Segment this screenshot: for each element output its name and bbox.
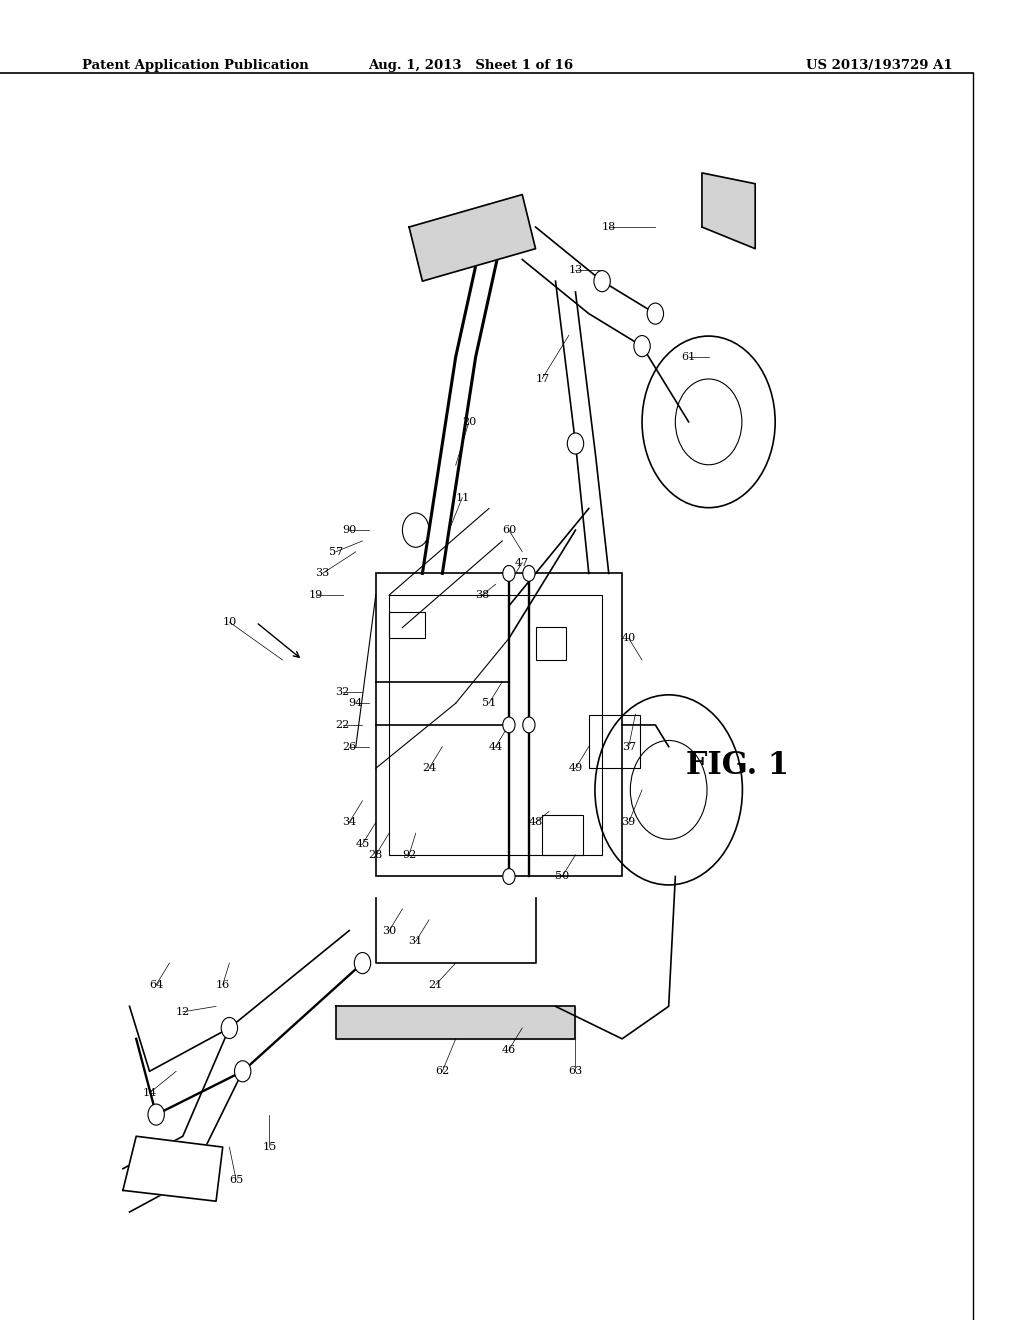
Text: 31: 31	[409, 936, 423, 946]
Text: 49: 49	[568, 763, 583, 774]
Polygon shape	[336, 1006, 575, 1039]
Text: 11: 11	[456, 492, 469, 503]
Text: 46: 46	[502, 1044, 516, 1055]
Bar	[376, 573, 623, 876]
Bar	[389, 595, 602, 855]
Text: 64: 64	[150, 979, 163, 990]
Text: 45: 45	[355, 840, 370, 849]
Text: 63: 63	[568, 1067, 583, 1076]
Text: 37: 37	[622, 742, 636, 751]
Circle shape	[354, 953, 371, 974]
Text: 57: 57	[329, 546, 343, 557]
Circle shape	[567, 433, 584, 454]
Text: 48: 48	[528, 817, 543, 828]
Text: 34: 34	[342, 817, 356, 828]
Text: 92: 92	[402, 850, 416, 859]
Bar	[589, 715, 640, 768]
Text: 24: 24	[422, 763, 436, 774]
Text: Patent Application Publication: Patent Application Publication	[82, 59, 308, 73]
Circle shape	[503, 565, 515, 581]
Text: 51: 51	[482, 698, 496, 709]
Bar	[536, 627, 566, 660]
Text: 50: 50	[555, 871, 569, 882]
Text: US 2013/193729 A1: US 2013/193729 A1	[806, 59, 952, 73]
Text: 22: 22	[336, 719, 349, 730]
Text: 94: 94	[349, 698, 362, 709]
Text: 18: 18	[602, 222, 615, 232]
Text: 39: 39	[622, 817, 636, 828]
Text: 40: 40	[622, 634, 636, 643]
Text: 38: 38	[475, 590, 489, 601]
Text: 26: 26	[342, 742, 356, 751]
Circle shape	[634, 335, 650, 356]
Circle shape	[594, 271, 610, 292]
Text: 60: 60	[502, 525, 516, 535]
Text: 12: 12	[176, 1007, 189, 1016]
Text: 17: 17	[536, 374, 549, 384]
Text: 13: 13	[568, 265, 583, 276]
Text: 32: 32	[336, 688, 349, 697]
Text: 62: 62	[435, 1067, 450, 1076]
Text: 90: 90	[342, 525, 356, 535]
Circle shape	[221, 1018, 238, 1039]
Text: 20: 20	[462, 417, 476, 426]
Text: FIG. 1: FIG. 1	[686, 750, 788, 781]
Polygon shape	[702, 173, 755, 248]
Text: 14: 14	[142, 1088, 157, 1098]
Text: 19: 19	[309, 590, 323, 601]
Text: 47: 47	[515, 557, 529, 568]
Text: 30: 30	[382, 925, 396, 936]
Text: 21: 21	[429, 979, 442, 990]
Circle shape	[147, 1104, 164, 1125]
Circle shape	[522, 565, 535, 581]
Circle shape	[647, 304, 664, 325]
Text: 28: 28	[369, 850, 383, 859]
Text: 16: 16	[216, 979, 229, 990]
Text: 33: 33	[315, 569, 330, 578]
Polygon shape	[123, 1137, 223, 1201]
Text: 65: 65	[229, 1175, 243, 1184]
Text: Aug. 1, 2013   Sheet 1 of 16: Aug. 1, 2013 Sheet 1 of 16	[369, 59, 573, 73]
Circle shape	[503, 717, 515, 733]
Circle shape	[234, 1061, 251, 1082]
Bar	[389, 612, 425, 639]
Text: 61: 61	[682, 352, 695, 362]
Text: 15: 15	[262, 1142, 276, 1152]
Circle shape	[522, 717, 535, 733]
Text: 44: 44	[488, 742, 503, 751]
Polygon shape	[410, 194, 536, 281]
Bar	[543, 816, 584, 855]
Circle shape	[503, 869, 515, 884]
Text: 10: 10	[222, 618, 237, 627]
